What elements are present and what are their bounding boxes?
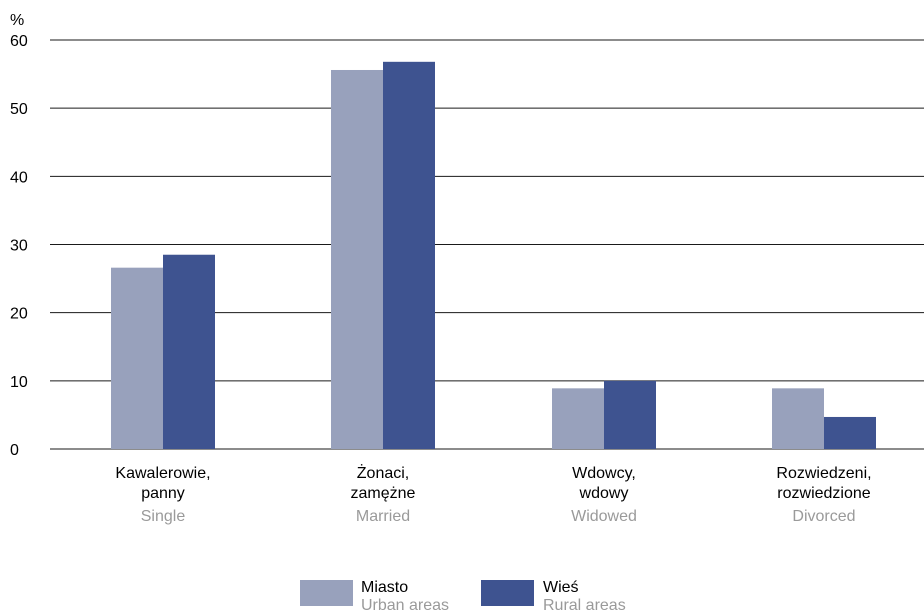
- category-label-line3: Widowed: [571, 508, 637, 525]
- bar: [163, 254, 215, 449]
- category-label-line3: Divorced: [792, 508, 855, 525]
- legend-sublabel: Rural areas: [543, 597, 626, 614]
- y-tick-label: 60: [10, 33, 28, 50]
- legend-swatch: [300, 580, 353, 606]
- category-label-line2: wdowy: [579, 485, 629, 502]
- y-tick-label: 40: [10, 169, 28, 186]
- category-label-line1: Żonaci,: [357, 463, 409, 482]
- category-label-line1: Wdowcy,: [572, 465, 636, 482]
- category-label-line2: panny: [141, 485, 185, 502]
- bar: [383, 61, 435, 450]
- bar: [331, 69, 383, 449]
- category-label-line3: Single: [141, 508, 186, 525]
- bar: [552, 388, 604, 449]
- bars: [111, 61, 876, 450]
- y-tick-label: 50: [10, 101, 28, 118]
- legend-sublabel: Urban areas: [361, 597, 449, 614]
- y-tick-label: 30: [10, 238, 28, 255]
- y-axis-unit: %: [10, 12, 24, 29]
- y-tick-labels: 0 10 20 30 40 50 60: [10, 33, 28, 459]
- category-label-line3: Married: [356, 508, 410, 525]
- category-label-line1: Kawalerowie,: [115, 465, 210, 482]
- y-tick-label: 0: [10, 442, 19, 459]
- legend-label: Wieś: [543, 579, 579, 596]
- legend-swatch: [481, 580, 534, 606]
- y-tick-label: 10: [10, 374, 28, 391]
- legend-label: Miasto: [361, 579, 408, 596]
- category-label-line2: rozwiedzione: [777, 485, 870, 502]
- bar: [604, 380, 656, 449]
- category-label-line1: Rozwiedzeni,: [776, 465, 871, 482]
- bar: [111, 267, 163, 449]
- category-label-line2: zamężne: [351, 485, 416, 502]
- y-tick-label: 20: [10, 306, 28, 323]
- bar: [824, 416, 876, 449]
- bar: [772, 388, 824, 449]
- category-labels: Kawalerowie, panny Single Żonaci, zamężne Mar…: [115, 463, 871, 525]
